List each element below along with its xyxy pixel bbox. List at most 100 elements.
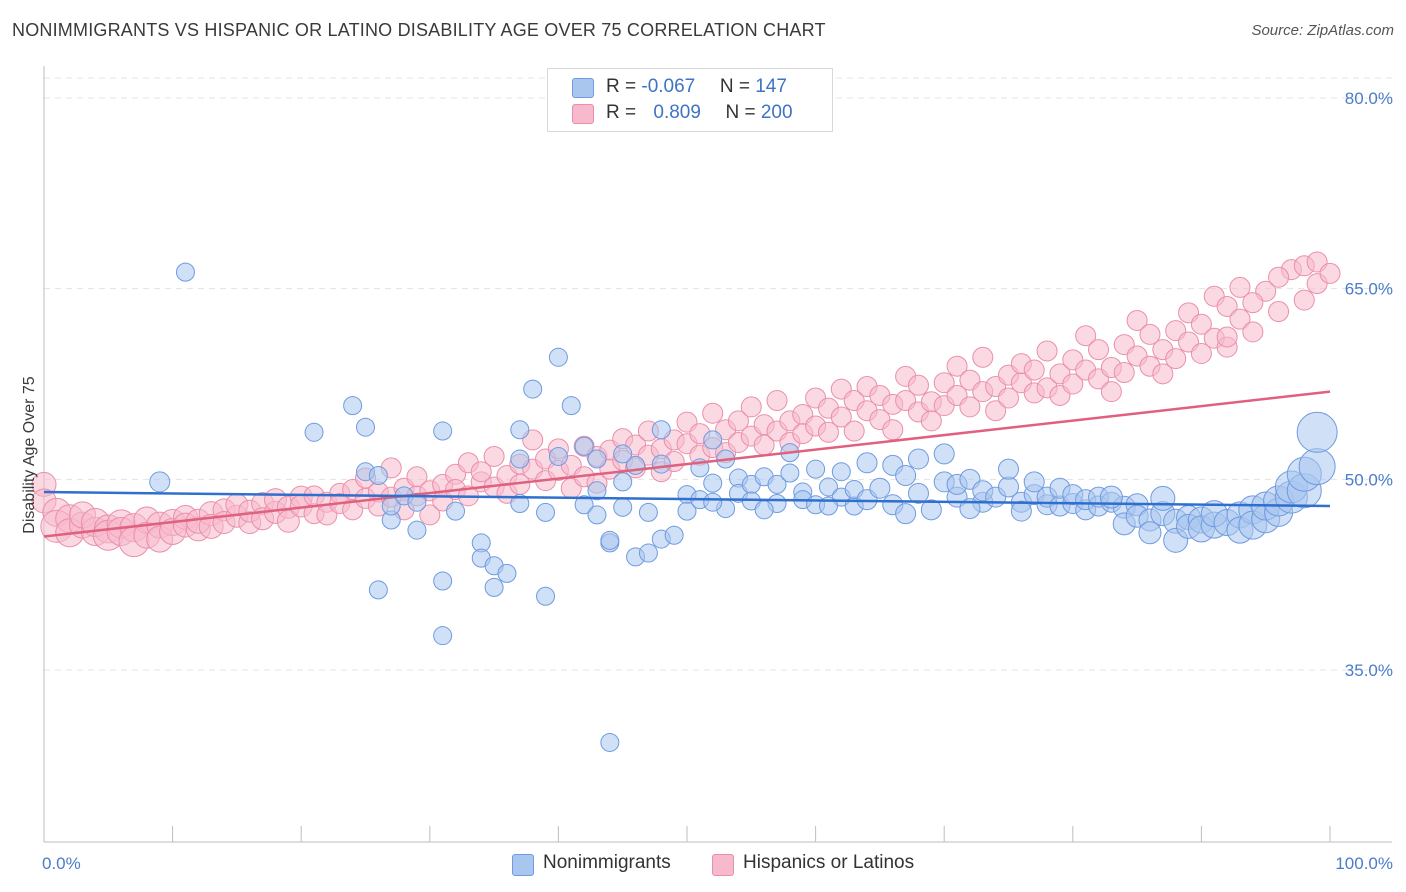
data-point	[1062, 373, 1084, 395]
data-point	[536, 586, 556, 606]
data-point	[561, 396, 581, 416]
data-point	[972, 346, 994, 368]
data-point	[433, 626, 453, 646]
data-point	[419, 504, 441, 526]
data-point	[1023, 359, 1045, 381]
data-point	[664, 525, 684, 545]
bottom-swatch-pink	[712, 854, 734, 876]
data-point	[806, 459, 826, 479]
data-point	[702, 402, 724, 424]
data-point	[766, 390, 788, 412]
data-point	[613, 472, 633, 492]
legend-r-label: R =	[606, 76, 642, 97]
data-point	[1139, 323, 1161, 345]
data-point	[933, 443, 955, 465]
legend-n-value: 200	[760, 102, 793, 123]
data-point	[276, 509, 300, 533]
data-point	[830, 406, 852, 428]
data-point	[638, 502, 658, 522]
legend-r-value: -0.067	[641, 76, 696, 97]
data-point	[1293, 289, 1315, 311]
data-point	[1296, 411, 1338, 453]
data-point	[470, 461, 492, 483]
data-point	[843, 420, 865, 442]
data-point	[959, 498, 981, 520]
y-tick-label: 50.0%	[1345, 470, 1393, 489]
data-point	[1268, 266, 1290, 288]
legend-n-label: N =	[719, 76, 756, 97]
data-point	[548, 347, 568, 367]
data-point	[767, 474, 787, 494]
data-point	[1190, 342, 1212, 364]
data-point	[920, 410, 942, 432]
data-point	[703, 430, 723, 450]
data-point	[1298, 448, 1336, 486]
data-point	[356, 417, 375, 437]
data-point	[613, 497, 633, 517]
data-point	[703, 492, 723, 512]
data-point	[587, 449, 607, 469]
y-tick-label: 65.0%	[1345, 280, 1393, 299]
data-point	[740, 396, 762, 418]
data-point	[600, 732, 620, 752]
data-point	[638, 543, 658, 563]
data-point	[703, 473, 723, 493]
data-point	[895, 503, 917, 525]
legend-swatch-pink	[572, 104, 594, 124]
data-point	[882, 419, 904, 441]
axes	[43, 66, 1392, 843]
source-credit: Source: ZipAtlas.com	[1251, 22, 1394, 39]
data-point	[536, 502, 556, 522]
data-point	[1242, 321, 1264, 343]
data-point	[548, 446, 568, 466]
data-point	[998, 458, 1019, 480]
data-point	[780, 463, 800, 483]
bottom-legend-label: Nonimmigrants	[543, 852, 671, 873]
data-point	[985, 400, 1007, 422]
tick-labels: 35.0% 50.0% 65.0% 80.0% 0.0% 100.0%	[42, 89, 1393, 873]
data-point	[523, 379, 543, 399]
data-point	[497, 563, 517, 583]
data-point	[998, 387, 1019, 409]
correlation-legend: R = -0.067 N = 147 R = 0.809 N = 200	[547, 68, 833, 132]
data-point	[1088, 339, 1110, 361]
data-point	[1023, 471, 1045, 493]
data-point	[1010, 500, 1032, 522]
y-tick-label: 35.0%	[1345, 661, 1393, 680]
data-point	[1190, 313, 1212, 335]
data-point	[1126, 309, 1148, 331]
legend-n-value: 147	[755, 76, 787, 97]
bottom-swatch-blue	[512, 854, 534, 876]
data-point	[907, 448, 929, 470]
chart-title: NONIMMIGRANTS VS HISPANIC OR LATINO DISA…	[12, 20, 826, 40]
data-point	[600, 530, 620, 550]
data-point	[1165, 348, 1187, 370]
data-point	[1075, 325, 1097, 347]
data-point	[1138, 521, 1162, 545]
data-point	[613, 444, 633, 464]
data-point	[869, 477, 891, 499]
data-point	[343, 396, 363, 416]
data-point	[175, 262, 195, 282]
data-point	[149, 471, 171, 493]
legend-swatch-blue	[572, 78, 594, 98]
data-point	[1216, 295, 1238, 317]
y-axis-title: Disability Age Over 75	[21, 376, 38, 534]
data-point	[895, 465, 917, 487]
data-point	[304, 422, 324, 442]
x-tick-label-max: 100.0%	[1335, 854, 1393, 873]
data-point	[1036, 340, 1058, 362]
data-point	[368, 466, 388, 486]
data-point	[1268, 301, 1290, 323]
trend-lines	[43, 390, 1331, 538]
data-point	[754, 500, 774, 520]
data-point	[510, 493, 530, 513]
grid-lines	[44, 77, 1392, 671]
data-point	[433, 421, 453, 441]
y-tick-label: 80.0%	[1345, 89, 1393, 108]
data-point	[483, 445, 505, 467]
data-point	[907, 374, 929, 396]
data-point	[1150, 485, 1176, 511]
data-point	[587, 505, 607, 525]
data-point	[484, 577, 504, 597]
